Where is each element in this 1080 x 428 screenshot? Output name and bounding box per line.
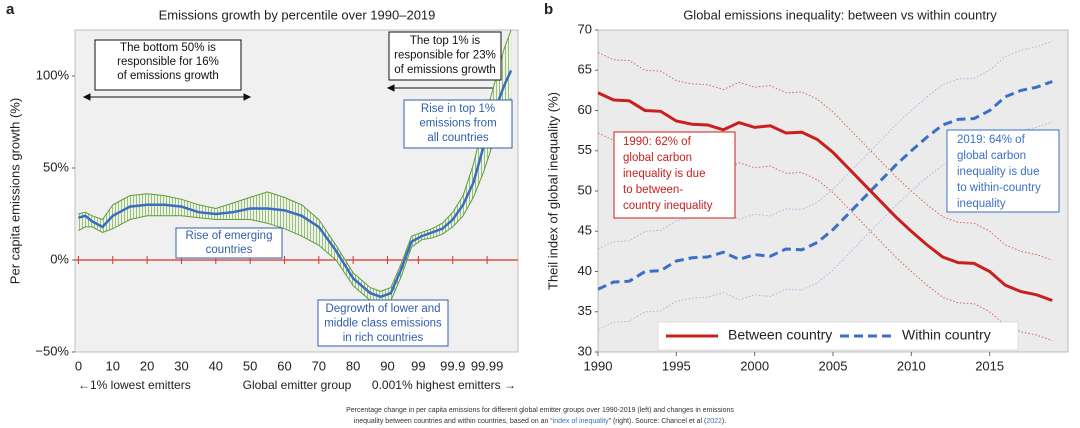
x-tick-label: 30: [174, 358, 188, 373]
series-line: [598, 80, 1053, 291]
annotation-text: country inequality: [623, 200, 713, 212]
annotation-box: [946, 129, 1060, 213]
annotation-box: [175, 227, 283, 259]
caption-part: ” (right). Source: Chancel et al (: [609, 418, 707, 425]
x-tick-label: 40: [209, 358, 223, 373]
y-tick-label: 60: [578, 102, 592, 117]
x-tick-label: 0: [75, 358, 82, 373]
x-tick-label: 20: [140, 358, 154, 373]
y-tick-label: 45: [578, 223, 592, 238]
y-axis-label: Per capita emissions growth (%): [7, 98, 22, 284]
x-axis-label: Global emitter group: [243, 378, 352, 392]
series-line: [598, 91, 1053, 302]
chart-title: Emissions growth by percentile over 1990…: [159, 7, 436, 22]
x-tick-label: 2005: [819, 358, 848, 373]
annotation-text: Rise in top 1%: [421, 103, 495, 115]
y-tick-label: 100%: [36, 67, 70, 82]
legend-label: Between country: [728, 327, 832, 343]
x-tick-label: 80: [346, 358, 360, 373]
annotation-text: global carbon: [957, 150, 1026, 162]
annotation-text: 1990: 62% of: [623, 136, 692, 148]
annotation-text: Rise of emerging: [186, 230, 273, 242]
annotation-text: countries: [206, 244, 253, 256]
caption: inequality between countries and within …: [354, 418, 726, 425]
median-line: [78, 69, 513, 299]
annotation-text: inequality is due: [623, 168, 705, 180]
annotation-text: responsible for 23%: [394, 50, 496, 62]
x-tick-label: 60: [277, 358, 291, 373]
band-edge: [78, 30, 512, 292]
annotation-text: The bottom 50% is: [120, 42, 216, 54]
caption: Percentage change in per capita emission…: [346, 407, 734, 414]
y-tick-label: 50: [578, 182, 592, 197]
x-tick-label: 2000: [740, 358, 769, 373]
annotation-box: [317, 299, 449, 347]
annotation-text: Degrowth of lower and: [325, 303, 440, 315]
y-tick-label: −50%: [35, 343, 69, 358]
annotation-box: [613, 131, 736, 219]
annotation-box: [388, 31, 502, 81]
annotation-text: emissions from: [419, 118, 496, 130]
y-tick-label: 35: [578, 303, 592, 318]
x-tick-label: 50: [243, 358, 257, 373]
series-group: [598, 40, 1053, 342]
y-tick-label: 55: [578, 142, 592, 157]
caption-link[interactable]: 2022: [706, 418, 722, 425]
caption-part: ).: [722, 418, 726, 425]
x-tick-label: 10: [106, 358, 120, 373]
annotation-text: inequality: [957, 198, 1006, 210]
y-axis-label: Theil index of global inequality (%): [545, 92, 560, 290]
y-tick-label: 50%: [43, 159, 69, 174]
x-tick-label: 2010: [897, 358, 926, 373]
series-group: [78, 30, 513, 305]
annotation-text: of emissions growth: [394, 64, 496, 76]
annotation-box: [94, 39, 242, 91]
annotation-text: 2019: 64% of: [957, 134, 1026, 146]
x-end-note: 0.001% highest emitters →: [372, 378, 516, 392]
legend-label: Within country: [902, 327, 991, 343]
annotation-text: responsible for 16%: [117, 56, 219, 68]
x-tick-label: 99.99: [471, 358, 504, 373]
x-tick-label: 2015: [975, 358, 1004, 373]
y-tick-label: 0%: [50, 251, 69, 266]
annotation-text: middle class emissions: [324, 318, 442, 330]
annotation-text: in rich countries: [343, 332, 424, 344]
x-tick-label: 70: [312, 358, 326, 373]
annotation-text: to between-: [623, 184, 683, 196]
y-tick-label: 70: [578, 21, 592, 36]
y-tick-label: 65: [578, 62, 592, 77]
annotation-text: inequality is due: [957, 166, 1039, 178]
y-tick-label: 40: [578, 263, 592, 278]
x-tick-label: 1995: [662, 358, 691, 373]
annotation-text: to within-country: [957, 182, 1041, 194]
panel-letter: b: [544, 1, 553, 18]
caption-link[interactable]: index of inequality: [553, 418, 610, 425]
annotation-text: The top 1% is: [410, 35, 481, 47]
panel-letter: a: [6, 1, 15, 18]
annotation-text: all countries: [427, 132, 489, 144]
annotation-text: global carbon: [623, 152, 692, 164]
caption-part: inequality between countries and within …: [354, 418, 554, 425]
annotation-text: of emissions growth: [117, 70, 219, 82]
band-edge: [78, 97, 512, 305]
x-tick-label: 99.9: [440, 358, 465, 373]
y-tick-label: 30: [578, 343, 592, 358]
chart-title: Global emissions inequality: between vs …: [683, 7, 997, 22]
annotation-box: [403, 99, 513, 149]
x-tick-label: 90: [380, 358, 394, 373]
x-tick-label: 1990: [584, 358, 613, 373]
x-end-note: ←1% lowest emitters: [78, 378, 191, 392]
x-tick-label: 99: [411, 358, 425, 373]
